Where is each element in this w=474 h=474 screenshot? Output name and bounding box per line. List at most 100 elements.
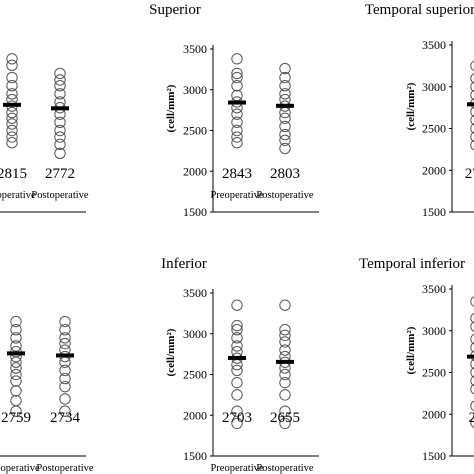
y-tick-label: 2500 — [183, 124, 207, 138]
data-point — [279, 142, 291, 155]
data-point — [470, 106, 474, 118]
data-point — [279, 344, 291, 356]
mean-bar — [228, 355, 246, 360]
data-point — [6, 106, 18, 119]
data-point — [470, 60, 474, 72]
data-point — [231, 53, 243, 65]
data-point — [10, 375, 22, 387]
data-point — [54, 147, 66, 160]
mean-bar — [467, 102, 474, 107]
mean-bar — [51, 106, 69, 111]
data-point — [54, 74, 66, 86]
mean-value-label: 2703 — [222, 410, 252, 426]
mean-value-label: 2803 — [270, 166, 300, 182]
data-point — [59, 405, 71, 417]
data-point — [10, 356, 22, 368]
data-point — [231, 340, 243, 352]
data-point — [6, 79, 18, 92]
data-point — [470, 296, 474, 307]
data-point — [231, 79, 243, 92]
data-point — [279, 323, 291, 336]
data-point — [279, 106, 291, 119]
data-point — [59, 372, 71, 385]
y-tick-label: 2000 — [183, 408, 207, 422]
data-point — [231, 137, 243, 149]
mean-bar — [3, 102, 21, 107]
data-point — [470, 333, 474, 345]
data-point — [231, 417, 243, 430]
data-point — [6, 112, 18, 124]
y-tick-label: 1500 — [183, 205, 207, 219]
data-point — [54, 108, 66, 120]
x-category-label: Preoperative — [210, 190, 263, 201]
data-point — [470, 89, 474, 101]
data-point — [10, 394, 22, 407]
data-point — [54, 79, 66, 92]
mean-bar — [228, 100, 246, 105]
y-tick-label: 3500 — [183, 42, 207, 56]
mean-value-label: 26 — [469, 410, 474, 426]
data-point — [59, 337, 71, 350]
data-point — [59, 315, 71, 328]
data-point — [54, 131, 66, 143]
mean-bar — [7, 351, 25, 356]
data-point — [470, 73, 474, 84]
data-point — [470, 342, 474, 353]
data-point — [231, 67, 243, 80]
data-point — [6, 88, 18, 100]
data-point — [279, 368, 291, 381]
data-point — [231, 108, 243, 120]
data-point — [231, 359, 243, 371]
data-point — [470, 114, 474, 126]
data-point — [6, 118, 18, 130]
x-category-label: reoperative — [0, 190, 36, 201]
data-point — [59, 381, 71, 393]
data-point — [6, 131, 18, 143]
data-point — [279, 79, 291, 92]
mean-value-label: 2655 — [270, 410, 300, 426]
x-category-label: reoperative — [0, 463, 40, 474]
data-point — [279, 417, 291, 430]
mean-bar — [276, 359, 294, 364]
data-point — [6, 124, 18, 137]
data-point — [470, 367, 474, 378]
data-point — [279, 389, 291, 401]
data-point — [470, 321, 474, 332]
chart-title: Superior — [149, 2, 201, 18]
data-point — [231, 71, 243, 84]
data-point — [59, 323, 71, 336]
data-point — [231, 389, 243, 401]
data-point — [279, 93, 291, 106]
panel-2: Superior 1500 2000 2500 3000 3500 (cell/mm²) 28… — [149, 2, 319, 219]
panel-6: Temporal inferior 1500 2000 2500 3000 3500 (ce… — [359, 256, 474, 463]
data-point — [279, 336, 291, 348]
mean-value-label: 2772 — [45, 166, 75, 182]
data-point — [279, 299, 291, 311]
data-point — [54, 96, 66, 108]
y-tick-label: 3500 — [422, 282, 446, 296]
data-point — [54, 88, 66, 100]
data-point — [470, 358, 474, 370]
data-point — [10, 362, 22, 374]
data-point — [231, 319, 243, 332]
x-category-label: Postoperative — [256, 190, 313, 201]
data-point — [470, 417, 474, 428]
data-point — [279, 62, 291, 75]
x-category-label: Postoperative — [36, 463, 93, 474]
mean-value-label: 2843 — [222, 166, 252, 182]
data-point — [6, 59, 18, 72]
data-point — [279, 128, 291, 141]
y-tick-label: 2000 — [422, 407, 446, 421]
x-category-label: Postoperative — [31, 190, 88, 201]
data-point — [231, 89, 243, 102]
mean-value-label: 2734 — [50, 410, 81, 426]
data-point — [10, 323, 22, 336]
x-category-label: Preoperative — [210, 463, 263, 474]
data-point — [279, 88, 291, 100]
data-point — [6, 137, 18, 149]
data-point — [10, 332, 22, 344]
data-point — [279, 362, 291, 374]
data-point — [10, 340, 22, 352]
data-point — [279, 71, 291, 84]
